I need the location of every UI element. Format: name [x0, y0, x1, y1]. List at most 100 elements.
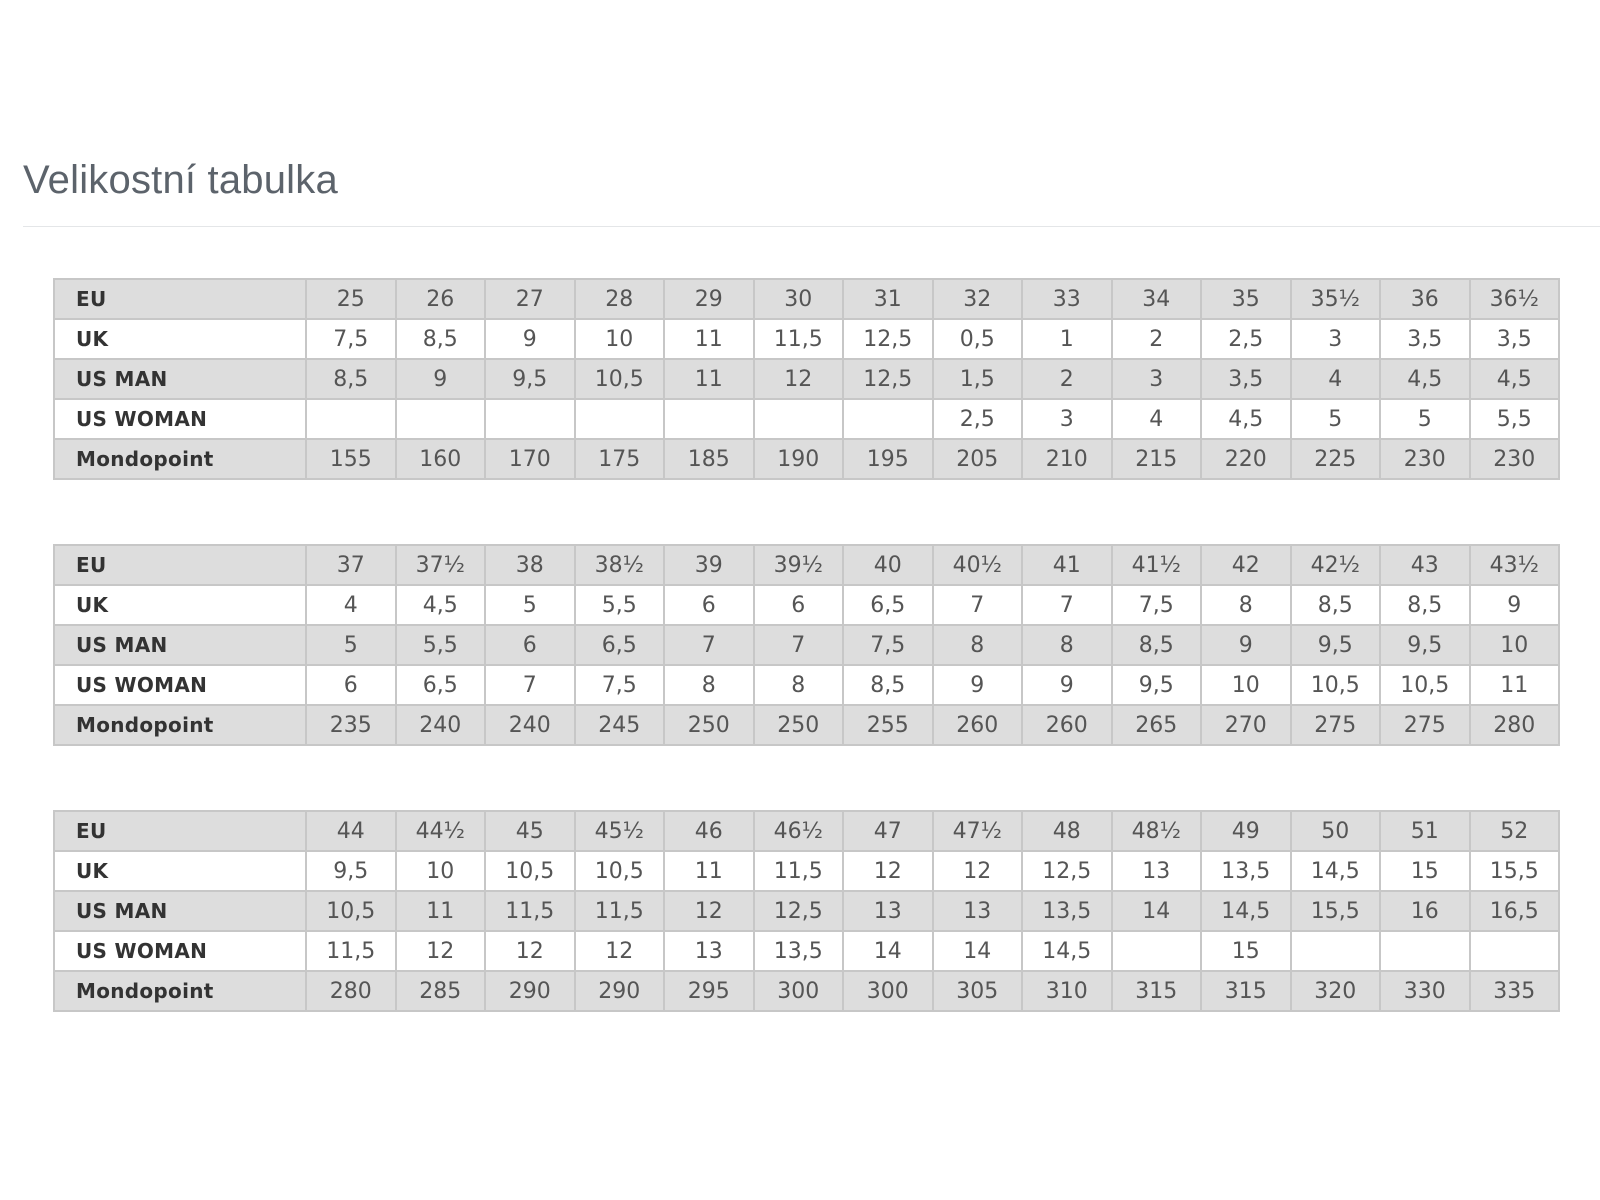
table-cell: 2,5 [1201, 319, 1292, 360]
table-cell: 13 [843, 891, 934, 932]
table-cell: 39 [664, 545, 755, 586]
table-cell: 11 [1469, 665, 1559, 706]
table-row: EU 37 37½ 38 38½ 39 39½ 40 40½ 41 41½ 42 42½ 43 43½ [54, 545, 1559, 586]
table-cell: 4,5 [1380, 359, 1471, 400]
table-cell: 8 [1022, 625, 1113, 666]
table-cell: 5 [485, 585, 576, 626]
table-cell: 315 [1111, 971, 1202, 1011]
row-label: EU [54, 545, 307, 586]
table-cell: 230 [1380, 439, 1471, 479]
table-cell: 315 [1201, 971, 1292, 1011]
table-cell: 9,5 [1290, 625, 1381, 666]
table-cell: 1 [1022, 319, 1113, 360]
table-cell: 7,5 [1111, 585, 1202, 626]
table-cell: 280 [306, 971, 397, 1011]
table-cell: 13,5 [1022, 891, 1113, 932]
table-cell: 4 [306, 585, 397, 626]
table-cell: 4,5 [395, 585, 486, 626]
table-cell: 31 [843, 279, 934, 320]
table-cell: 320 [1290, 971, 1381, 1011]
table-cell: 13 [932, 891, 1023, 932]
table-cell [753, 399, 844, 440]
table-cell: 12 [753, 359, 844, 400]
table-cell: 15 [1201, 931, 1292, 972]
table-cell: 10,5 [485, 851, 576, 892]
table-cell: 13,5 [1201, 851, 1292, 892]
table-cell: 25 [306, 279, 397, 320]
table-cell: 175 [574, 439, 665, 479]
table-cell [664, 399, 755, 440]
size-table-2: EU 37 37½ 38 38½ 39 39½ 40 40½ 41 41½ 42 42½ 43 43½ UK 4… [53, 544, 1560, 746]
table-cell: 42 [1201, 545, 1292, 586]
table-cell: 240 [485, 705, 576, 745]
table-cell: 7 [753, 625, 844, 666]
row-label: Mondopoint [54, 971, 307, 1011]
table-cell: 12,5 [1022, 851, 1113, 892]
table-cell: 12 [485, 931, 576, 972]
table-cell: 7,5 [574, 665, 665, 706]
table-cell [1111, 931, 1202, 972]
table-cell: 305 [932, 971, 1023, 1011]
table-cell: 3,5 [1469, 319, 1559, 360]
table-cell: 6 [306, 665, 397, 706]
table-cell: 4,5 [1201, 399, 1292, 440]
table-cell: 195 [843, 439, 934, 479]
table-row: US WOMAN 11,5 12 12 12 13 13,5 14 14 14,5 15 [54, 931, 1559, 972]
table-cell: 4 [1111, 399, 1202, 440]
table-cell: 11 [395, 891, 486, 932]
table-cell: 7 [1022, 585, 1113, 626]
table-cell: 3,5 [1201, 359, 1292, 400]
table-cell: 10,5 [1380, 665, 1471, 706]
table-cell: 38 [485, 545, 576, 586]
table-cell: 10 [395, 851, 486, 892]
table-row: UK 9,5 10 10,5 10,5 11 11,5 12 12 12,5 13 13,5 14,5 1… [54, 851, 1559, 892]
table-cell: 6,5 [574, 625, 665, 666]
table-cell: 170 [485, 439, 576, 479]
table-row: Mondopoint 155 160 170 175 185 190 195 205 210 215… [54, 439, 1559, 479]
table-cell: 6 [485, 625, 576, 666]
table-cell: 220 [1201, 439, 1292, 479]
table-cell: 51 [1380, 811, 1471, 852]
table-cell: 14 [843, 931, 934, 972]
table-cell [574, 399, 665, 440]
table-cell: 12 [664, 891, 755, 932]
table-cell: 38½ [574, 545, 665, 586]
table-cell: 5,5 [395, 625, 486, 666]
table-cell: 14 [932, 931, 1023, 972]
table-row: US MAN 5 5,5 6 6,5 7 7 7,5 8 8 8,5 9 9,5 9,5 10 [54, 625, 1559, 666]
table-cell: 14,5 [1201, 891, 1292, 932]
table-cell: 160 [395, 439, 486, 479]
table-cell: 9,5 [485, 359, 576, 400]
table-cell: 275 [1290, 705, 1381, 745]
table-cell: 270 [1201, 705, 1292, 745]
row-label: UK [54, 585, 307, 626]
table-cell: 46 [664, 811, 755, 852]
table-cell: 155 [306, 439, 397, 479]
table-cell: 290 [574, 971, 665, 1011]
page-title: Velikostní tabulka [23, 158, 338, 202]
table-cell: 3,5 [1380, 319, 1471, 360]
table-cell: 275 [1380, 705, 1471, 745]
table-cell: 16 [1380, 891, 1471, 932]
table-cell: 14 [1111, 891, 1202, 932]
table-cell: 9,5 [1111, 665, 1202, 706]
table-cell: 9,5 [306, 851, 397, 892]
table-cell: 11,5 [753, 851, 844, 892]
table-cell: 13,5 [753, 931, 844, 972]
table-cell: 9,5 [1380, 625, 1471, 666]
table-cell: 13 [664, 931, 755, 972]
table-cell: 9 [395, 359, 486, 400]
table-cell: 260 [1022, 705, 1113, 745]
table-cell: 11 [664, 851, 755, 892]
table-cell: 2,5 [932, 399, 1023, 440]
table-cell: 12,5 [843, 319, 934, 360]
row-label: US MAN [54, 359, 307, 400]
table-cell: 50 [1290, 811, 1381, 852]
table-cell: 4 [1290, 359, 1381, 400]
table-cell: 245 [574, 705, 665, 745]
table-cell: 3 [1022, 399, 1113, 440]
table-cell: 230 [1469, 439, 1559, 479]
table-cell: 5 [306, 625, 397, 666]
table-cell: 52 [1469, 811, 1559, 852]
table-cell: 13 [1111, 851, 1202, 892]
